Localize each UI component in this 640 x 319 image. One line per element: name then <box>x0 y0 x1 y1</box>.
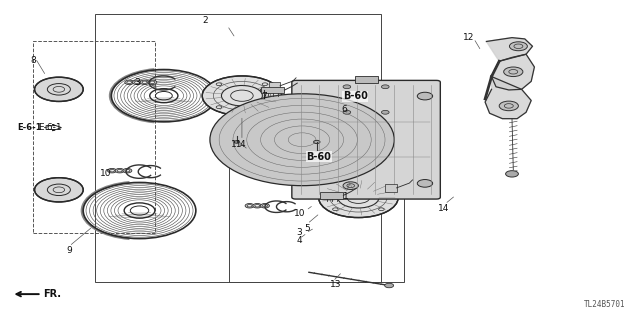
Text: 10: 10 <box>100 169 111 178</box>
Text: TL24B5701: TL24B5701 <box>584 300 626 309</box>
Circle shape <box>115 168 124 173</box>
Circle shape <box>381 85 389 89</box>
Circle shape <box>247 204 252 207</box>
Circle shape <box>509 42 527 51</box>
Bar <box>355 76 378 83</box>
Circle shape <box>506 171 518 177</box>
Text: B-60: B-60 <box>307 152 331 162</box>
Text: 11: 11 <box>231 140 243 149</box>
Text: E-6-1: E-6-1 <box>17 123 42 132</box>
Circle shape <box>314 140 320 144</box>
Circle shape <box>134 81 140 84</box>
Text: 3: 3 <box>135 78 140 87</box>
Text: 13: 13 <box>330 280 341 289</box>
Circle shape <box>35 77 83 101</box>
Text: 3: 3 <box>297 228 302 237</box>
Text: 7: 7 <box>261 92 266 101</box>
Circle shape <box>150 81 155 84</box>
Circle shape <box>260 88 267 92</box>
Bar <box>229 134 404 282</box>
Circle shape <box>381 110 389 114</box>
Text: 14: 14 <box>438 204 449 213</box>
Bar <box>269 82 280 90</box>
Circle shape <box>262 204 268 207</box>
Circle shape <box>260 204 269 208</box>
Circle shape <box>142 81 147 84</box>
Text: 4: 4 <box>239 140 244 149</box>
FancyBboxPatch shape <box>292 80 440 199</box>
Text: FR.: FR. <box>44 289 61 299</box>
Circle shape <box>234 141 239 143</box>
Text: 2: 2 <box>202 16 207 25</box>
Circle shape <box>343 85 351 89</box>
Text: 8: 8 <box>31 56 36 65</box>
Text: 10: 10 <box>294 209 305 218</box>
Polygon shape <box>46 124 61 131</box>
Circle shape <box>109 169 115 172</box>
Circle shape <box>245 204 254 208</box>
Circle shape <box>127 81 132 84</box>
Circle shape <box>343 182 358 189</box>
Text: 9: 9 <box>67 246 72 255</box>
Circle shape <box>343 110 351 114</box>
Text: 5: 5 <box>305 224 310 233</box>
Circle shape <box>504 67 523 77</box>
Circle shape <box>108 168 116 173</box>
Circle shape <box>123 168 132 173</box>
Circle shape <box>202 76 282 115</box>
Bar <box>385 184 397 192</box>
Text: 12: 12 <box>463 33 475 42</box>
Bar <box>320 192 343 198</box>
Circle shape <box>210 94 394 186</box>
Polygon shape <box>492 54 534 90</box>
Circle shape <box>148 80 157 85</box>
Text: 1: 1 <box>343 192 348 201</box>
Circle shape <box>319 178 398 218</box>
Polygon shape <box>486 38 532 61</box>
Circle shape <box>417 92 433 100</box>
Bar <box>33 41 155 233</box>
Text: E-6-1: E-6-1 <box>38 123 61 132</box>
Circle shape <box>417 180 433 187</box>
Text: B-60: B-60 <box>343 91 367 101</box>
Polygon shape <box>485 77 531 119</box>
Text: 4: 4 <box>297 236 302 245</box>
Circle shape <box>125 169 130 172</box>
Circle shape <box>255 204 260 207</box>
Circle shape <box>117 169 122 172</box>
Bar <box>262 87 284 93</box>
Circle shape <box>35 178 83 202</box>
Circle shape <box>385 283 394 288</box>
Circle shape <box>499 101 518 111</box>
Circle shape <box>253 204 262 208</box>
Bar <box>95 14 381 282</box>
Circle shape <box>125 80 134 85</box>
Text: 6: 6 <box>342 105 347 114</box>
Circle shape <box>140 80 149 85</box>
Circle shape <box>132 80 141 85</box>
